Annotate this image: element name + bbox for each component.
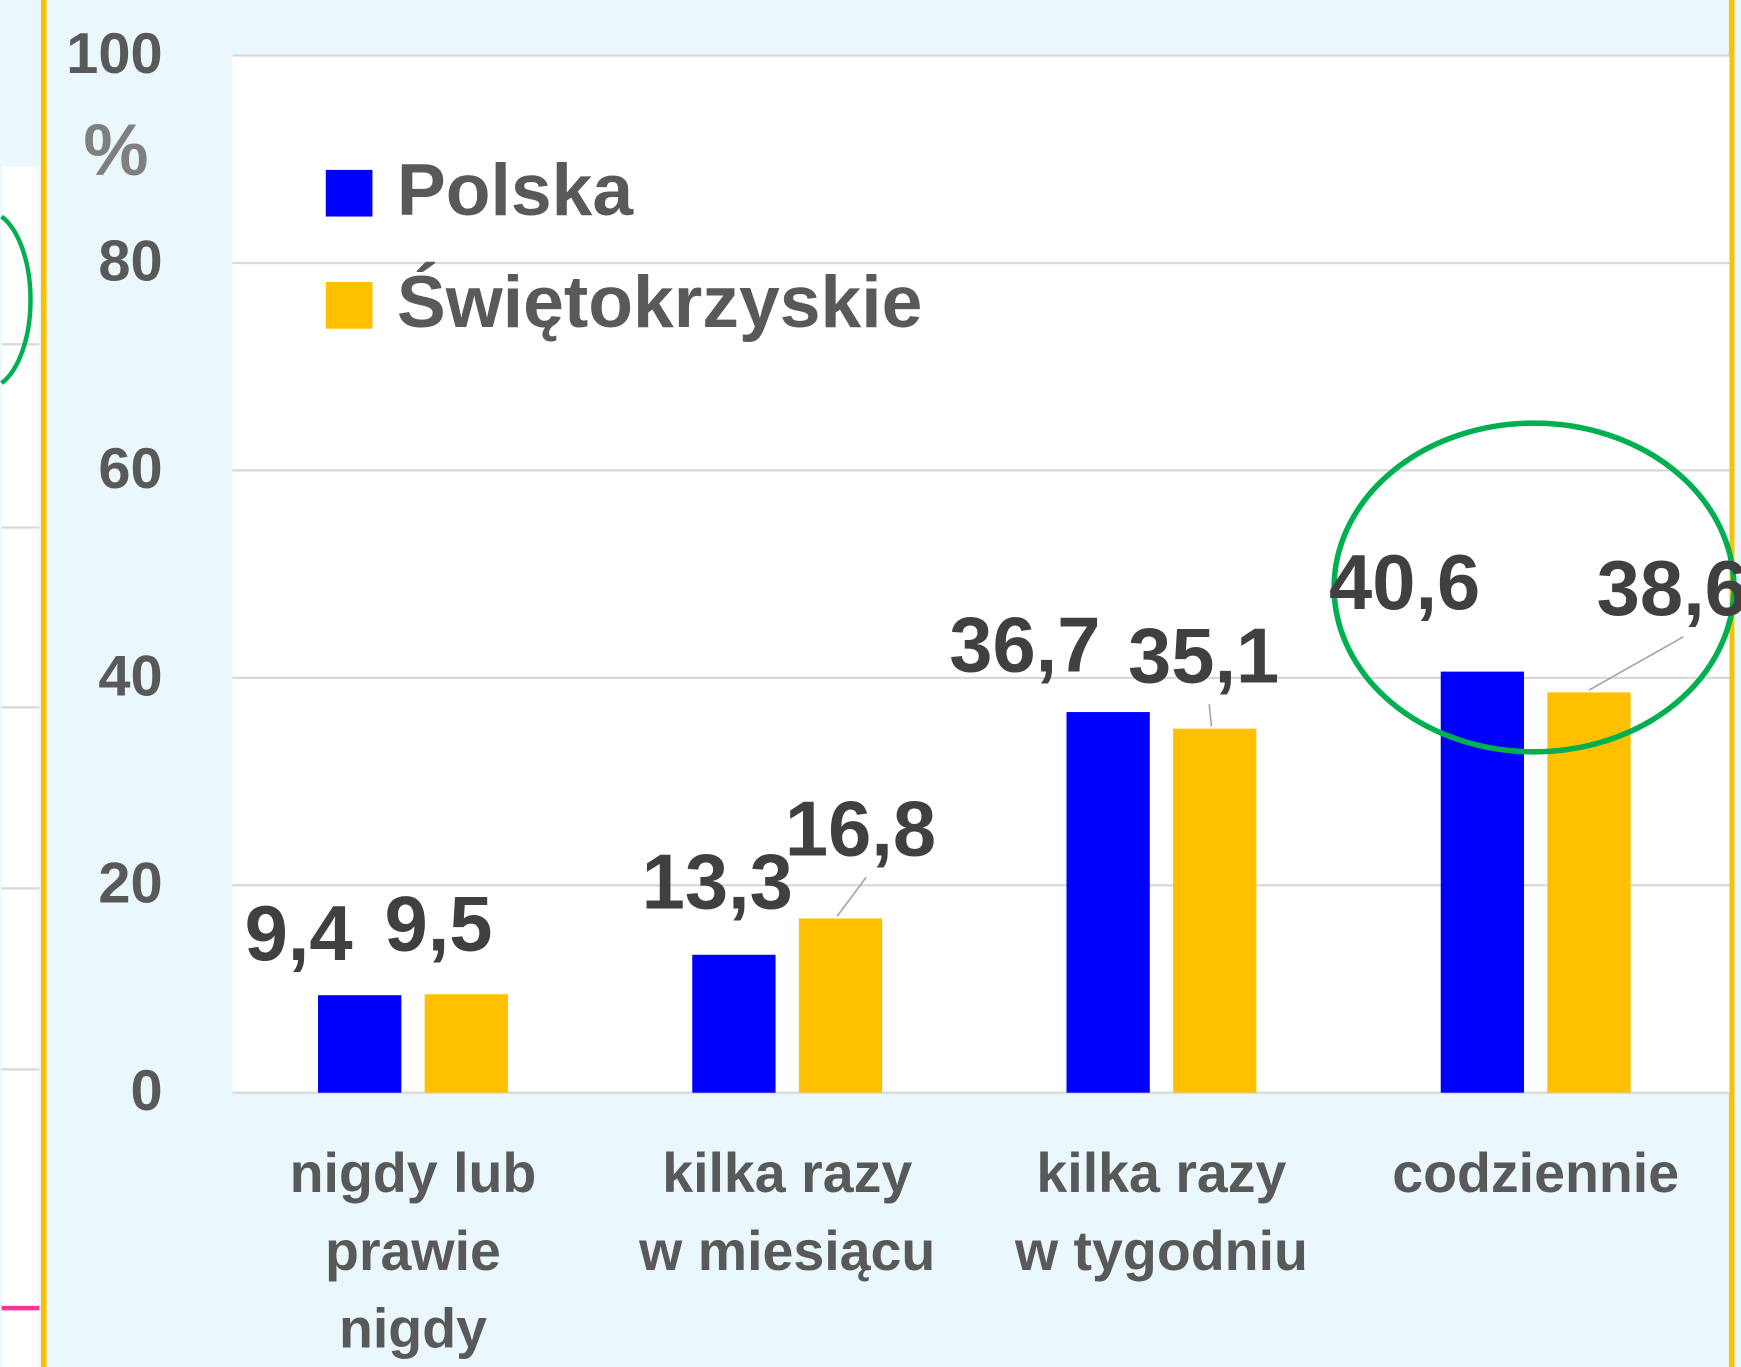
y-tick-label: 100: [66, 22, 162, 86]
left-panel: [1, 166, 40, 1367]
x-tick-label: codziennie: [1392, 1142, 1679, 1204]
leader-line: [836, 876, 867, 917]
legend-swatch: [325, 169, 373, 217]
leader-line: [1588, 636, 1684, 691]
marks: [318, 636, 1684, 1093]
bar: [692, 954, 776, 1093]
grid: [232, 54, 1730, 1094]
x-tick-label: kilka razy w tygodniu: [1014, 1142, 1308, 1282]
y-tick-label: 60: [98, 437, 162, 501]
legend-label: Świętokrzyskie: [397, 261, 922, 343]
value-label: 38,6: [1597, 546, 1741, 632]
bar: [1173, 728, 1257, 1093]
y-tick-label: 80: [98, 229, 162, 293]
x-tick-label: kilka razy w miesiącu: [638, 1142, 935, 1282]
bar: [318, 995, 402, 1093]
value-label: 16,8: [785, 787, 936, 873]
bar: [798, 918, 883, 1093]
legend-label: Polska: [397, 149, 635, 231]
left-panel-lines: [1, 343, 40, 1071]
value-label: 9,5: [385, 881, 493, 967]
bar: [424, 994, 508, 1093]
bar: [1066, 712, 1150, 1093]
legend-swatch: [325, 282, 373, 329]
value-label: 36,7: [949, 603, 1100, 689]
bar: [1547, 692, 1631, 1093]
left-annotation: [0, 214, 33, 385]
value-label: 9,4: [245, 891, 353, 977]
value-label: 13,3: [642, 840, 793, 926]
y-tick-label: 0: [130, 1059, 162, 1123]
y-unit: %: [83, 109, 148, 191]
highlight-ellipse: [1331, 420, 1737, 755]
leader-line: [1208, 704, 1213, 727]
y-tick-label: 40: [98, 644, 162, 708]
bar: [1440, 671, 1525, 1093]
y-tick-label: 20: [98, 852, 162, 916]
value-label: 35,1: [1128, 614, 1279, 700]
x-tick-label: nigdy lub prawie nigdy: [290, 1142, 537, 1359]
value-label: 40,6: [1329, 540, 1480, 626]
